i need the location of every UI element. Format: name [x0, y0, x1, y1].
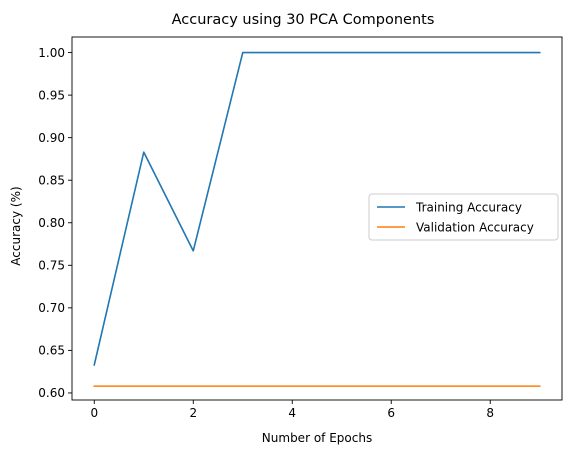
y-tick-label: 0.70: [38, 301, 65, 315]
plot-frame: [71, 36, 563, 401]
y-tick-label: 0.60: [38, 386, 65, 400]
legend-label-validation-accuracy: Validation Accuracy: [416, 220, 534, 234]
x-tick-label: 0: [90, 406, 98, 420]
x-tick-label: 6: [387, 406, 395, 420]
legend-label-training-accuracy: Training Accuracy: [415, 200, 522, 214]
y-tick-label: 0.90: [38, 131, 65, 145]
x-tick-label: 2: [189, 406, 197, 420]
x-tick-label: 8: [486, 406, 494, 420]
axes-layer: 0 2 4 6 8 0.60 0.65 0.70 0.75 0.80 0.85 0.90 0.95 1.0…: [38, 36, 563, 420]
y-axis-label: Accuracy (%): [9, 186, 23, 265]
chart-title: Accuracy using 30 PCA Components: [172, 12, 435, 28]
y-tick-label: 1.00: [38, 46, 65, 60]
series-line-training-accuracy: [93, 51, 541, 366]
x-axis-label: Number of Epochs: [262, 431, 372, 445]
legend-box: [368, 193, 559, 241]
y-tick-label: 0.85: [38, 174, 65, 188]
y-tick-label: 0.75: [38, 259, 65, 273]
legend: Training Accuracy Validation Accuracy: [368, 193, 559, 241]
y-tick-label: 0.95: [38, 88, 65, 102]
x-tick-label: 4: [288, 406, 296, 420]
y-tick-label: 0.65: [38, 344, 65, 358]
series-layer: [93, 51, 541, 387]
y-tick-label: 0.80: [38, 216, 65, 230]
